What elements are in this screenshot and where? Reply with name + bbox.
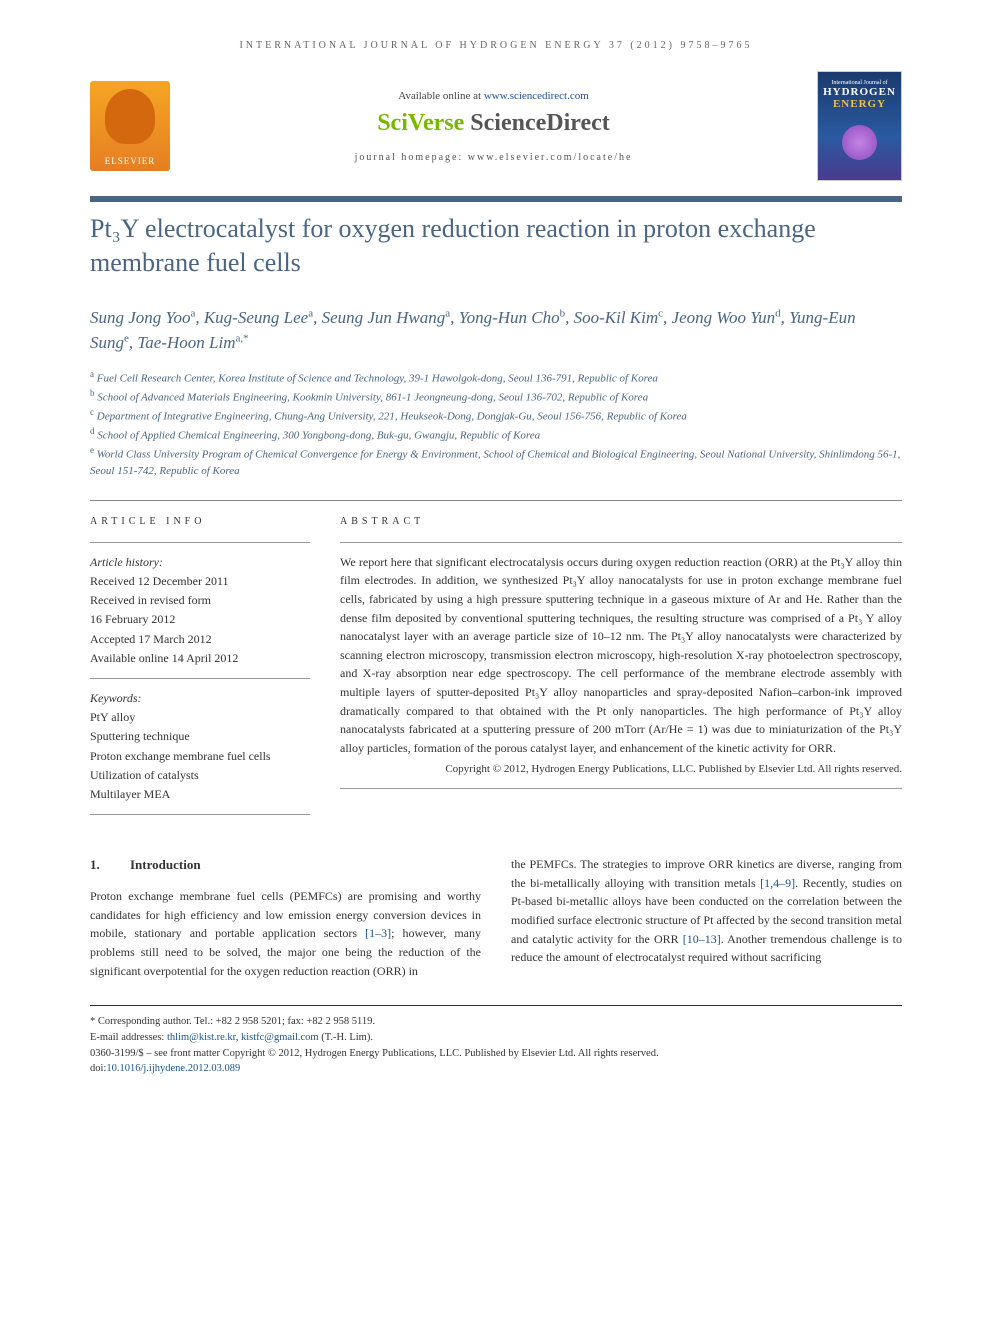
abstract-body: We report here that significant electroc…: [340, 555, 902, 755]
article-title: Pt₃Y electrocatalyst for oxygen reductio…: [90, 212, 902, 280]
keywords-block: Keywords: PtY alloySputtering techniqueP…: [90, 679, 310, 815]
email-link-2[interactable]: kistfc@gmail.com: [241, 1032, 319, 1043]
corresponding-author-line: * Corresponding author. Tel.: +82 2 958 …: [90, 1014, 902, 1030]
email-suffix: (T.-H. Lim).: [319, 1032, 373, 1043]
keywords-label: Keywords:: [90, 689, 310, 708]
affiliation-item: e World Class University Program of Chem…: [90, 444, 902, 480]
affiliation-item: a Fuel Cell Research Center, Korea Insti…: [90, 368, 902, 387]
journal-cover-thumbnail: International Journal of HYDROGEN ENERGY: [817, 71, 902, 181]
elsevier-logo: ELSEVIER: [90, 81, 170, 171]
info-abstract-row: ARTICLE INFO Article history: Received 1…: [90, 500, 902, 815]
keyword-item: Proton exchange membrane fuel cells: [90, 747, 310, 766]
section-1-heading: 1.Introduction: [90, 855, 481, 875]
title-stripe: [90, 196, 902, 202]
affiliations-list: a Fuel Cell Research Center, Korea Insti…: [90, 368, 902, 480]
history-line: Received in revised form: [90, 591, 310, 610]
article-info-heading: ARTICLE INFO: [90, 516, 310, 527]
keyword-item: PtY alloy: [90, 708, 310, 727]
available-label: Available online at: [398, 90, 484, 102]
section-1-num: 1.: [90, 855, 130, 875]
affiliation-item: d School of Applied Chemical Engineering…: [90, 425, 902, 444]
doi-label: doi:: [90, 1063, 106, 1074]
doi-line: doi:10.1016/j.ijhydene.2012.03.089: [90, 1061, 902, 1077]
abstract-text: We report here that significant electroc…: [340, 542, 902, 790]
history-label: Article history:: [90, 553, 310, 572]
history-line: Available online 14 April 2012: [90, 649, 310, 668]
running-header: INTERNATIONAL JOURNAL OF HYDROGEN ENERGY…: [90, 40, 902, 51]
intro-para-2: the PEMFCs. The strategies to improve OR…: [511, 855, 902, 967]
authors-list: Sung Jong Yooa, Kug-Seung Leea, Seung Ju…: [90, 305, 902, 356]
corresponding-label: * Corresponding author.: [90, 1016, 192, 1027]
issn-line: 0360-3199/$ – see front matter Copyright…: [90, 1046, 902, 1062]
body-col-left: 1.Introduction Proton exchange membrane …: [90, 855, 481, 980]
cover-line2: HYDROGEN: [823, 86, 896, 98]
keyword-item: Utilization of catalysts: [90, 766, 310, 785]
abstract-copyright: Copyright © 2012, Hydrogen Energy Public…: [340, 761, 902, 778]
keyword-item: Multilayer MEA: [90, 785, 310, 804]
affiliation-item: c Department of Integrative Engineering,…: [90, 406, 902, 425]
elsevier-text: ELSEVIER: [105, 156, 156, 166]
abstract-heading: ABSTRACT: [340, 516, 902, 527]
available-online-text: Available online at www.sciencedirect.co…: [185, 90, 802, 102]
banner-center: Available online at www.sciencedirect.co…: [185, 90, 802, 163]
section-1-title: Introduction: [130, 857, 201, 872]
keyword-item: Sputtering technique: [90, 727, 310, 746]
article-info-panel: ARTICLE INFO Article history: Received 1…: [90, 516, 310, 815]
reference-link[interactable]: [1–3]: [365, 926, 391, 940]
body-col-right: the PEMFCs. The strategies to improve OR…: [511, 855, 902, 980]
history-line: Received 12 December 2011: [90, 572, 310, 591]
sciverse-logo: SciVerse ScienceDirect: [185, 110, 802, 137]
top-banner: ELSEVIER Available online at www.science…: [90, 71, 902, 181]
email-link-1[interactable]: thlim@kist.re.kr: [167, 1032, 236, 1043]
reference-link[interactable]: [1,4–9]: [760, 876, 795, 890]
cover-graphic-icon: [842, 125, 877, 160]
history-line: 16 February 2012: [90, 610, 310, 629]
sciverse-text-b: ScienceDirect: [470, 110, 610, 136]
elsevier-tree-icon: [105, 89, 155, 144]
affiliation-item: b School of Advanced Materials Engineeri…: [90, 387, 902, 406]
body-columns: 1.Introduction Proton exchange membrane …: [90, 855, 902, 980]
journal-homepage: journal homepage: www.elsevier.com/locat…: [185, 152, 802, 163]
sciencedirect-link[interactable]: www.sciencedirect.com: [484, 90, 589, 102]
article-history-block: Article history: Received 12 December 20…: [90, 542, 310, 679]
footer-block: * Corresponding author. Tel.: +82 2 958 …: [90, 1005, 902, 1077]
cover-line3: ENERGY: [833, 98, 886, 110]
reference-link[interactable]: [10–13]: [683, 932, 721, 946]
history-line: Accepted 17 March 2012: [90, 630, 310, 649]
sciverse-text-a: SciVerse: [377, 110, 470, 136]
corresponding-tel: Tel.: +82 2 958 5201; fax: +82 2 958 511…: [192, 1016, 375, 1027]
intro-para-1: Proton exchange membrane fuel cells (PEM…: [90, 887, 481, 980]
email-label: E-mail addresses:: [90, 1032, 167, 1043]
email-line: E-mail addresses: thlim@kist.re.kr, kist…: [90, 1030, 902, 1046]
abstract-panel: ABSTRACT We report here that significant…: [340, 516, 902, 815]
doi-link[interactable]: 10.1016/j.ijhydene.2012.03.089: [106, 1063, 240, 1074]
